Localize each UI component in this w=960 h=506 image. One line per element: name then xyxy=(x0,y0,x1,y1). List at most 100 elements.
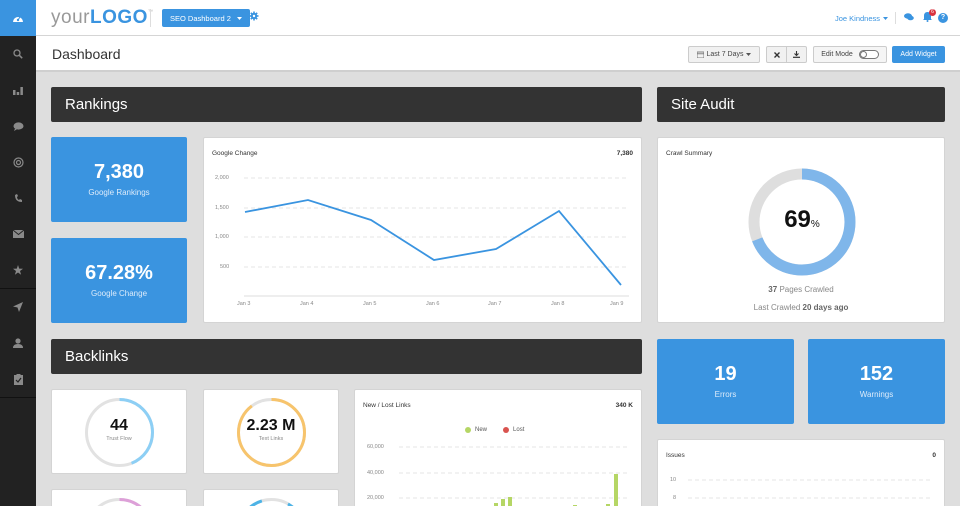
errors-value: 19 xyxy=(714,363,737,385)
trust-flow-ring xyxy=(85,398,154,467)
edit-mode-toggle[interactable]: Edit Mode xyxy=(813,46,887,63)
phone-icon xyxy=(14,193,22,202)
add-widget-button[interactable]: Add Widget xyxy=(892,46,945,63)
y-tick: 20,000 xyxy=(367,495,384,501)
last-crawled-label: Last Crawled xyxy=(753,303,801,312)
sidebar-item-search[interactable] xyxy=(0,36,36,72)
warnings-label: Warnings xyxy=(859,390,894,399)
google-change-line xyxy=(244,199,622,286)
caret-down-icon xyxy=(883,17,888,20)
logo[interactable]: yourLOGO™ xyxy=(51,7,153,29)
crawl-percent: 69% xyxy=(747,206,857,234)
new-links-bars xyxy=(494,474,618,506)
errors-label: Errors xyxy=(714,390,737,399)
backlinks-widget-4[interactable] xyxy=(203,489,339,506)
sidebar-item-favorites[interactable] xyxy=(0,252,36,288)
trust-flow-widget[interactable]: 44 Trust Flow xyxy=(51,389,187,474)
pages-label: Pages Crawled xyxy=(779,285,834,294)
y-tick: 60,000 xyxy=(367,444,384,450)
issues-total: 0 xyxy=(932,452,936,459)
date-range-label: Last 7 Days xyxy=(706,51,744,58)
issues-chart xyxy=(688,479,930,499)
y-tick: 1,500 xyxy=(215,205,229,211)
sidebar-item-reports[interactable] xyxy=(0,72,36,108)
logo-bold: LOGO xyxy=(89,7,148,28)
chart-total: 7,380 xyxy=(616,150,633,157)
y-tick: 1,000 xyxy=(215,234,229,240)
clear-button[interactable] xyxy=(766,46,787,63)
x-tick: Jan 5 xyxy=(363,301,377,307)
user-menu[interactable]: Joe Kindness xyxy=(835,14,888,23)
google-change-widget[interactable]: 67.28% Google Change xyxy=(51,238,187,323)
search-icon xyxy=(13,49,23,59)
download-icon xyxy=(793,51,800,58)
sidebar-item-mentions[interactable] xyxy=(0,144,36,180)
x-tick: Jan 8 xyxy=(551,301,565,307)
date-range-button[interactable]: Last 7 Days xyxy=(688,46,760,63)
x-tick: Jan 7 xyxy=(488,301,502,307)
help-icon[interactable]: ? xyxy=(938,13,948,23)
sidebar-item-users[interactable] xyxy=(0,325,36,361)
caret-down-icon xyxy=(236,16,242,20)
crawl-summary-card: Crawl Summary 69% 37 Pages Crawled Last … xyxy=(657,137,945,323)
chart-legend: New Lost xyxy=(465,427,524,433)
legend-new[interactable]: New xyxy=(475,427,488,433)
text-links-value: 2.23 M xyxy=(246,417,296,434)
text-links-label: Text Links xyxy=(258,436,284,442)
backlinks-header: Backlinks xyxy=(51,339,642,374)
at-sign-icon xyxy=(12,156,24,168)
text-links-widget[interactable]: 2.23 M Text Links xyxy=(203,389,339,474)
site-audit-header: Site Audit xyxy=(657,87,945,122)
sidebar-divider xyxy=(0,288,36,289)
sidebar-divider xyxy=(0,397,36,398)
google-rankings-label: Google Rankings xyxy=(88,188,150,197)
legend-dot-new xyxy=(465,427,471,433)
download-button[interactable] xyxy=(786,46,807,63)
crawl-percent-value: 69 xyxy=(784,206,811,233)
divider xyxy=(895,12,896,24)
dashboard-icon xyxy=(13,16,23,22)
edit-mode-label: Edit Mode xyxy=(821,51,853,58)
issues-title: Issues xyxy=(666,452,685,459)
errors-widget[interactable]: 19 Errors xyxy=(657,339,794,424)
chart-title: Google Change xyxy=(212,150,258,157)
envelope-icon xyxy=(12,230,24,238)
user-name: Joe Kindness xyxy=(834,14,880,23)
google-rankings-widget[interactable]: 7,380 Google Rankings xyxy=(51,137,187,222)
sidebar-item-tasks[interactable] xyxy=(0,361,36,397)
legend-lost[interactable]: Lost xyxy=(513,427,525,433)
new-lost-links-card: New / Lost Links 340 K New Lost 60,000 4… xyxy=(354,389,642,506)
sidebar-item-dashboard[interactable] xyxy=(0,0,36,36)
dashboard-select[interactable]: SEO Dashboard 2 xyxy=(162,9,250,27)
y-tick: 500 xyxy=(220,264,230,270)
toggle-switch[interactable] xyxy=(858,50,879,59)
sidebar-item-email[interactable] xyxy=(0,216,36,252)
y-tick: 40,000 xyxy=(367,470,384,476)
logo-prefix: your xyxy=(51,7,90,28)
page-title: Dashboard xyxy=(52,46,121,62)
top-navbar: yourLOGO™ SEO Dashboard 2 Joe Kindness 6… xyxy=(36,0,960,36)
sidebar-item-send[interactable] xyxy=(0,289,36,325)
gear-icon[interactable] xyxy=(249,11,259,21)
close-icon xyxy=(773,51,780,58)
x-tick: Jan 4 xyxy=(300,301,314,307)
backlinks-widget-3[interactable] xyxy=(51,489,187,506)
sidebar-item-social[interactable] xyxy=(0,108,36,144)
sidebar xyxy=(0,0,36,506)
notification-badge: 6 xyxy=(929,9,936,16)
sidebar-item-calls[interactable] xyxy=(0,180,36,216)
messages-icon[interactable] xyxy=(904,13,914,21)
issues-card: Issues 0 10 8 xyxy=(657,439,945,506)
google-change-label: Google Change xyxy=(90,289,148,298)
google-change-value: 67.28% xyxy=(85,262,153,284)
x-tick: Jan 6 xyxy=(426,301,440,307)
warnings-widget[interactable]: 152 Warnings xyxy=(808,339,945,424)
ring-chart xyxy=(85,498,154,506)
crawl-summary-title: Crawl Summary xyxy=(666,150,713,157)
pages-count: 37 xyxy=(768,285,778,294)
divider xyxy=(150,9,151,27)
x-tick: Jan 9 xyxy=(610,301,624,307)
percent-sign: % xyxy=(810,219,820,230)
paper-plane-icon xyxy=(13,302,23,312)
bar-chart-icon xyxy=(13,86,23,95)
